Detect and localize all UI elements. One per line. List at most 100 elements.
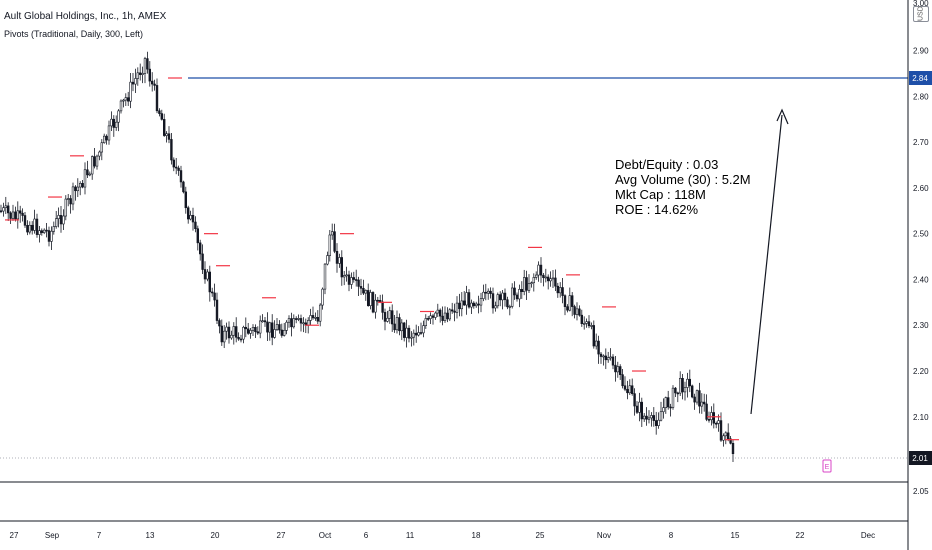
time-tick-label: 25 [536,531,545,540]
candle [45,222,48,238]
candle [211,287,214,297]
candle [261,314,264,323]
candle [462,291,466,307]
candle [390,304,394,332]
candle [28,221,31,235]
candle [362,279,365,295]
candle [9,211,12,224]
candle [117,109,120,132]
indicator-label[interactable]: Pivots (Traditional, Daily, 300, Left) [4,29,144,39]
fundamentals-annotation: Debt/Equity : 0.03 Avg Volume (30) : 5.2… [615,157,751,217]
candle [513,281,516,300]
candle [460,292,463,317]
candle [50,226,53,250]
candle [81,179,84,189]
candle [369,289,372,310]
candle [86,160,89,178]
candle [609,348,612,361]
time-tick-label: Oct [319,531,332,540]
candle [383,308,387,331]
candle [542,272,545,287]
candle [412,329,415,346]
candle [105,134,108,145]
candle [256,326,259,335]
candle [578,305,581,317]
candle [630,378,634,396]
candle [40,228,44,236]
candle [112,115,116,137]
candle [148,61,151,87]
candle [638,392,641,422]
candle [599,352,603,364]
candle [616,361,620,378]
candle [539,257,543,283]
candle [4,196,8,215]
candle [570,292,574,317]
candle [129,73,132,109]
projection-arrowhead [776,108,789,125]
earnings-marker[interactable] [822,459,832,473]
candle [575,302,579,321]
candle [71,182,75,211]
time-tick-label: Nov [597,531,611,540]
candle [220,319,223,346]
candle [107,120,111,145]
candle [91,155,94,180]
candle [606,351,610,363]
candle [270,314,274,346]
candle [93,147,96,169]
candle [67,193,70,207]
candle [59,206,63,233]
candle [611,354,615,370]
candle [705,394,708,422]
candle [376,296,379,306]
candle [213,283,216,307]
candle [532,273,536,292]
candle [671,385,675,410]
candle [98,150,101,161]
candle [563,294,567,316]
candle [330,223,334,240]
time-tick-label: 27 [277,531,286,540]
candle [688,369,692,393]
chart-title: Ault Global Holdings, Inc., 1h, AMEX [4,11,167,22]
candle [2,202,5,217]
candle [278,320,281,334]
candle [690,384,694,399]
candle [633,388,636,416]
candle [54,211,58,229]
time-tick-label: 11 [406,531,415,540]
candle [573,304,576,319]
candle [501,290,504,310]
candle [323,263,327,295]
candle [14,206,17,222]
candle [184,186,187,214]
candle [165,131,168,143]
candle [285,320,288,335]
candle [479,292,483,313]
candle [208,265,211,302]
candle [657,412,660,429]
candle [400,319,403,341]
candle [79,181,82,196]
candle [235,317,238,343]
currency-label[interactable]: USD [913,6,929,22]
candle [42,228,46,235]
candle [223,325,226,349]
candle [722,433,725,447]
time-tick-label: Dec [861,531,875,540]
candle [299,314,303,332]
candle [100,139,104,161]
candle [498,291,502,307]
candle [141,66,144,84]
candle [614,356,617,382]
candle [237,332,240,341]
candle [491,287,495,314]
candle [604,348,608,370]
time-tick-label: 27 [10,531,19,540]
candle [662,398,665,419]
candle [191,207,195,231]
price-tick-label: 2.05 [913,487,929,496]
candle [203,261,207,284]
